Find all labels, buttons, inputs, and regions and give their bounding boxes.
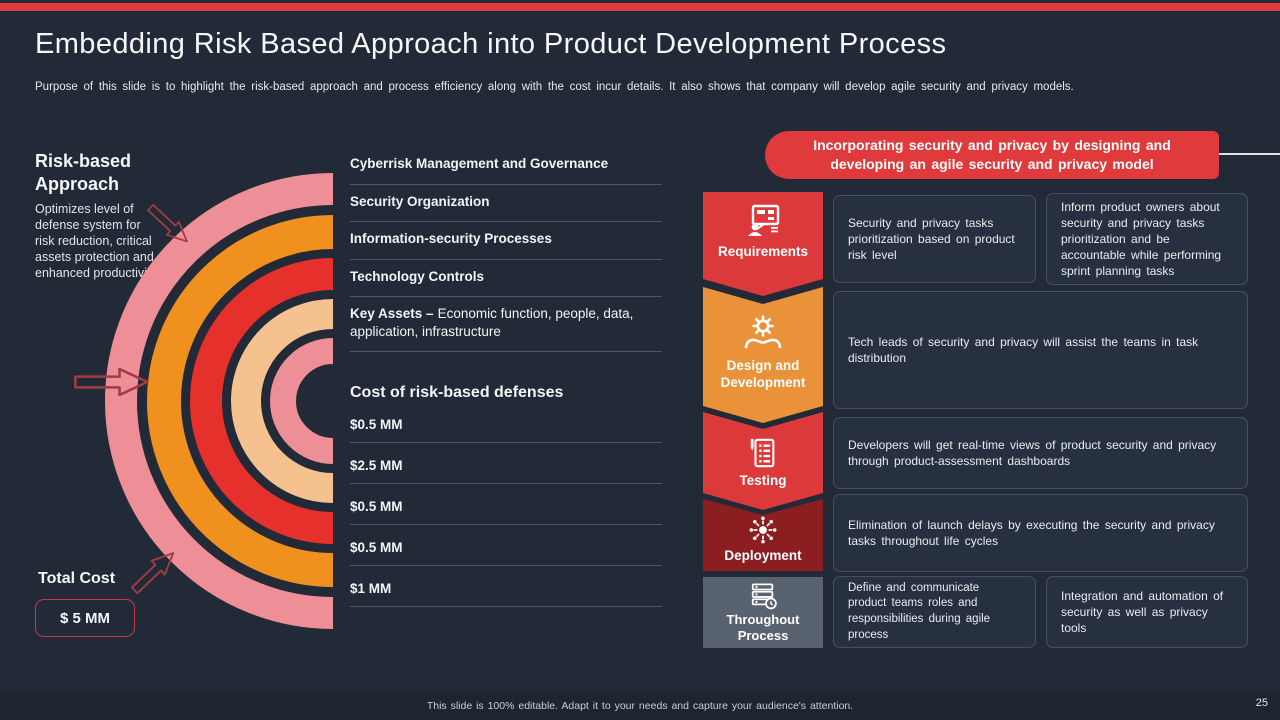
security-privacy-banner: Incorporating security and privacy by de… bbox=[765, 131, 1219, 179]
process-card: Inform product owners about security and… bbox=[1046, 193, 1248, 285]
card-text: Security and privacy tasks prioritizatio… bbox=[848, 215, 1015, 263]
step-label: Throughout Process bbox=[726, 612, 800, 644]
page-title: Embedding Risk Based Approach into Produ… bbox=[35, 28, 947, 60]
card-text: Developers will get real-time views of p… bbox=[848, 437, 1217, 468]
process-card: Security and privacy tasks prioritizatio… bbox=[833, 195, 1036, 283]
banner-connector-line bbox=[1219, 153, 1280, 155]
footer-strip bbox=[0, 693, 1280, 720]
costs-heading: Cost of risk-based defenses bbox=[350, 384, 564, 402]
risk-approach-heading: Risk-based Approach bbox=[35, 151, 132, 195]
ring-cyberrisk-management bbox=[105, 173, 334, 629]
network-hub-icon bbox=[749, 516, 777, 544]
ring-key-assets bbox=[270, 338, 334, 464]
card-text: Inform product owners about security and… bbox=[1061, 199, 1222, 279]
risk-approach-description: Optimizes level of defense system for ri… bbox=[35, 202, 157, 280]
key-assets-rest: Economic function, people, data, applica… bbox=[350, 306, 634, 339]
top-accent-bar bbox=[0, 3, 1280, 11]
defense-layer-item: Information-security Processes bbox=[350, 222, 662, 260]
process-card: Integration and automation of security a… bbox=[1046, 576, 1248, 648]
step-label: Deployment bbox=[724, 548, 802, 563]
process-step-throughout-process: Throughout Process bbox=[703, 577, 823, 648]
total-cost-badge: $ 5 MM bbox=[35, 599, 135, 637]
banner-text: Incorporating security and privacy by de… bbox=[813, 137, 1171, 172]
card-text: Tech leads of security and privacy will … bbox=[848, 334, 1199, 365]
step-label: Testing bbox=[739, 473, 787, 488]
process-step-requirements: Requirements bbox=[703, 192, 823, 296]
defense-layers-list: Cyberrisk Management and Governance Secu… bbox=[350, 152, 662, 608]
footer-note: This slide is 100% editable. Adapt it to… bbox=[426, 700, 854, 712]
process-step-testing: Testing bbox=[703, 412, 823, 510]
arrow-icon bbox=[74, 368, 149, 396]
card-text: Define and communicate product teams rol… bbox=[848, 581, 991, 641]
cost-item: $1 MM bbox=[350, 566, 662, 608]
process-card: Developers will get real-time views of p… bbox=[833, 417, 1248, 489]
cost-item: $2.5 MM bbox=[350, 443, 662, 485]
total-cost-label: Total Cost bbox=[38, 570, 116, 587]
ring-information-security-processes bbox=[190, 258, 334, 544]
slide-subtitle: Purpose of this slide is to highlight th… bbox=[35, 81, 1074, 93]
ring-technology-controls bbox=[231, 299, 334, 503]
server-clock-icon bbox=[751, 583, 777, 610]
card-text: Elimination of launch delays by executin… bbox=[848, 517, 1215, 548]
cost-item: $0.5 MM bbox=[350, 484, 662, 526]
defense-layer-item: Technology Controls bbox=[350, 260, 662, 298]
arrow-icon bbox=[130, 552, 175, 595]
hands-gear-icon bbox=[744, 315, 782, 349]
presentation-board-person-icon bbox=[748, 204, 780, 236]
key-assets-bold: Key Assets – bbox=[350, 306, 434, 322]
process-step-design-development: Design and Development bbox=[703, 287, 823, 423]
card-text: Integration and automation of security a… bbox=[1061, 588, 1224, 636]
key-assets-item: Key Assets – Economic function, people, d… bbox=[350, 297, 662, 353]
checklist-icon bbox=[750, 438, 775, 468]
process-card: Elimination of launch delays by executin… bbox=[833, 494, 1248, 572]
cost-item: $0.5 MM bbox=[350, 402, 662, 444]
ring-security-organization bbox=[147, 215, 334, 587]
defense-layer-item: Security Organization bbox=[350, 185, 662, 223]
process-card: Define and communicate product teams rol… bbox=[833, 576, 1036, 648]
concentric-rings-chart bbox=[105, 173, 334, 629]
cost-item: $0.5 MM bbox=[350, 525, 662, 567]
process-card: Tech leads of security and privacy will … bbox=[833, 291, 1248, 409]
page-number: 25 bbox=[1255, 697, 1268, 709]
step-label: Requirements bbox=[717, 244, 809, 259]
arrow-icon bbox=[147, 203, 188, 243]
defense-layer-item: Cyberrisk Management and Governance bbox=[350, 152, 662, 185]
step-label: Design and Development bbox=[720, 358, 806, 390]
